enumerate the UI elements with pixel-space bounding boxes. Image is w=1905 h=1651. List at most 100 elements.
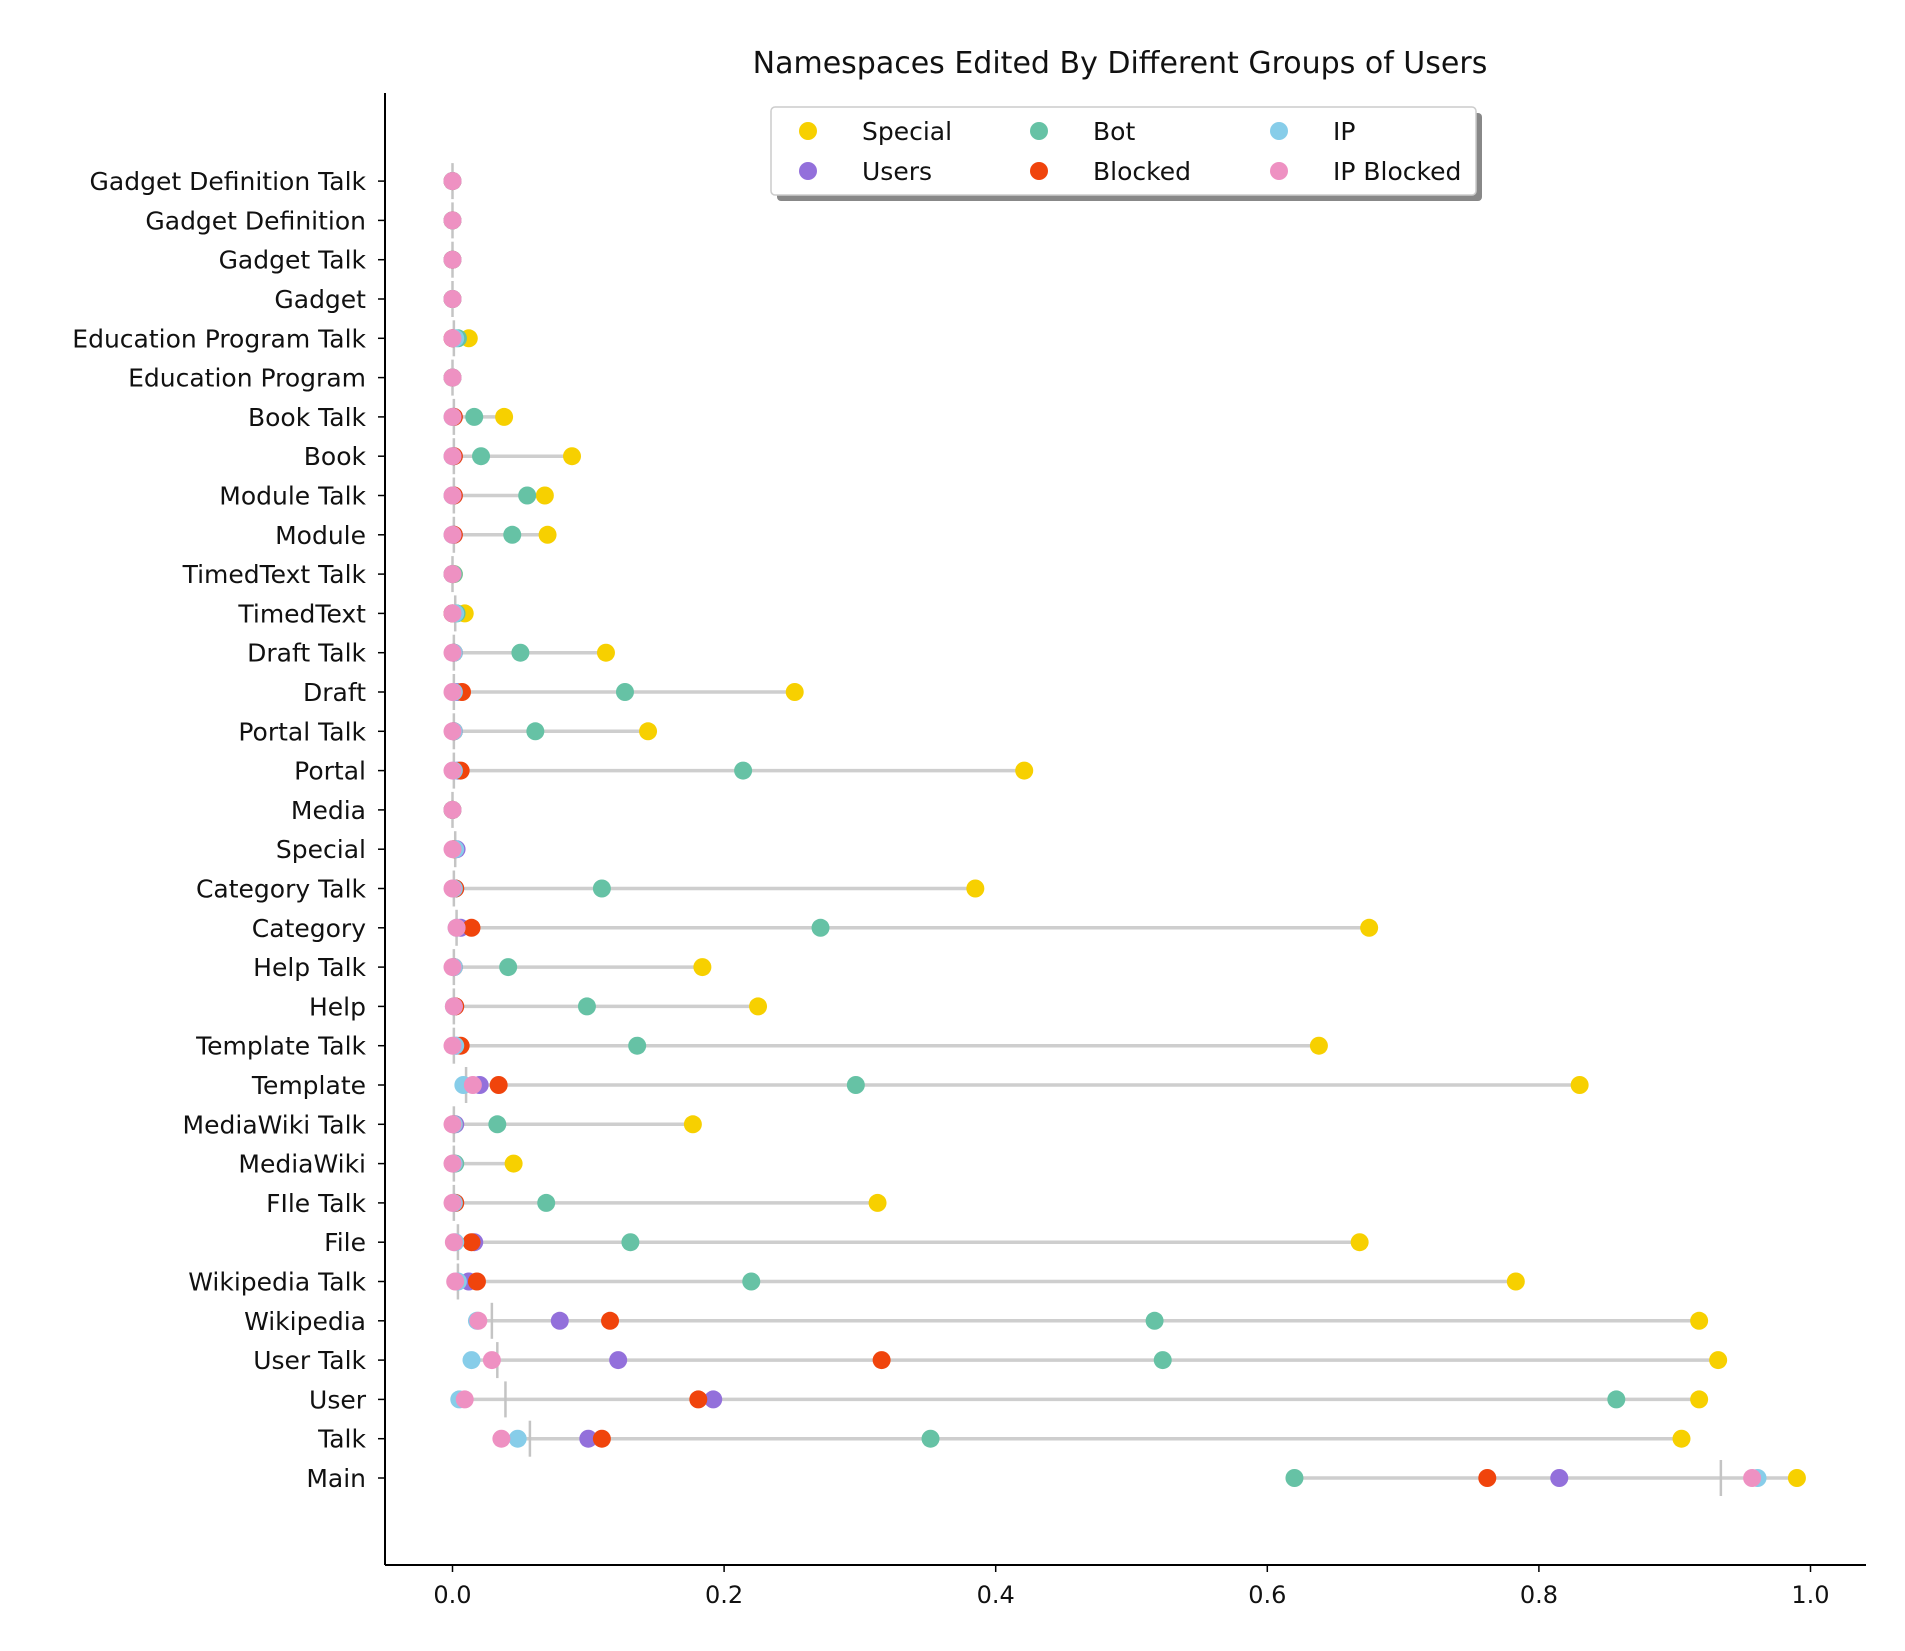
point-ip-blocked-wikipedia xyxy=(469,1311,488,1330)
y-tick-label-file: File xyxy=(324,1228,366,1257)
y-tick-label-file-talk: FIle Talk xyxy=(266,1189,366,1218)
point-ip-user-talk xyxy=(462,1351,481,1370)
point-bot-portal xyxy=(734,761,753,780)
point-bot-module-talk xyxy=(518,486,537,505)
y-tick-label-education-program: Education Program xyxy=(128,364,366,393)
point-ip-blocked-user-talk xyxy=(482,1351,501,1370)
legend-marker-special xyxy=(799,122,817,140)
point-bot-talk xyxy=(921,1429,940,1448)
point-blocked-wikipedia-talk xyxy=(467,1272,486,1291)
y-tick-label-timedtext: TimedText xyxy=(237,599,366,628)
point-ip-blocked-talk xyxy=(492,1429,511,1448)
point-ip-blocked-gadget-definition xyxy=(443,211,462,230)
point-special-portal xyxy=(1015,761,1034,780)
y-tick-label-module-talk: Module Talk xyxy=(219,482,366,511)
point-bot-wikipedia xyxy=(1145,1311,1164,1330)
point-ip-blocked-education-program xyxy=(443,368,462,387)
point-blocked-user xyxy=(689,1390,708,1409)
point-ip-blocked-wikipedia-talk xyxy=(446,1272,465,1291)
point-bot-book-talk xyxy=(465,407,484,426)
x-axis-ticks: 0.0 0.2 0.4 0.6 0.8 1.0 xyxy=(433,1565,1830,1609)
point-bot-main xyxy=(1285,1469,1304,1487)
point-blocked-file xyxy=(462,1233,481,1252)
y-tick-label-category-talk: Category Talk xyxy=(196,875,367,904)
y-tick-label-media: Media xyxy=(291,796,366,825)
point-special-portal-talk xyxy=(639,722,658,741)
point-special-template xyxy=(1570,1076,1589,1094)
y-tick-label-wikipedia-talk: Wikipedia Talk xyxy=(188,1268,366,1297)
y-tick-label-book: Book xyxy=(304,442,367,471)
y-tick-label-gadget: Gadget xyxy=(274,285,366,314)
x-tick-label-0-6: 0.6 xyxy=(1248,1581,1286,1609)
y-tick-label-category: Category xyxy=(252,914,366,943)
y-tick-label-draft: Draft xyxy=(303,678,366,707)
point-bot-help xyxy=(577,997,596,1016)
point-ip-blocked-book xyxy=(443,447,462,466)
y-tick-label-education-program-talk: Education Program Talk xyxy=(72,324,366,353)
point-special-book-talk xyxy=(495,407,514,426)
x-tick-label-0-2: 0.2 xyxy=(705,1581,743,1609)
point-bot-category xyxy=(811,918,830,937)
point-users-main xyxy=(1550,1469,1569,1487)
legend-marker-ip xyxy=(1270,122,1288,140)
point-special-help-talk xyxy=(693,958,712,977)
point-special-book xyxy=(563,447,582,466)
point-special-talk xyxy=(1672,1429,1691,1448)
point-special-wikipedia xyxy=(1690,1311,1709,1330)
point-bot-portal-talk xyxy=(526,722,545,741)
legend-label-ip: IP xyxy=(1333,117,1355,146)
y-tick-label-template: Template xyxy=(251,1071,366,1100)
point-ip-blocked-mediawiki xyxy=(443,1154,462,1173)
x-tick-label-1-0: 1.0 xyxy=(1791,1581,1829,1609)
y-tick-label-main: Main xyxy=(306,1464,366,1493)
point-special-template-talk xyxy=(1309,1036,1328,1055)
point-special-draft-talk xyxy=(596,643,615,662)
point-blocked-user-talk xyxy=(872,1351,891,1370)
point-ip-blocked-category xyxy=(447,918,466,937)
y-tick-label-gadget-talk: Gadget Talk xyxy=(219,246,367,275)
point-bot-draft-talk xyxy=(511,643,530,662)
point-bot-draft xyxy=(615,683,634,701)
point-special-draft xyxy=(785,683,804,701)
point-blocked-template xyxy=(489,1076,508,1094)
y-tick-label-portal-talk: Portal Talk xyxy=(238,717,366,746)
legend-marker-bot xyxy=(1030,122,1048,140)
point-ip-blocked-file-talk xyxy=(443,1193,462,1212)
legend-label-users: Users xyxy=(862,157,932,186)
point-ip-blocked-category-talk xyxy=(443,879,462,898)
point-ip-blocked-portal xyxy=(443,761,462,780)
point-special-module xyxy=(538,525,557,544)
y-tick-label-mediawiki: MediaWiki xyxy=(238,1150,366,1179)
point-ip-blocked-special xyxy=(443,840,462,859)
point-special-mediawiki xyxy=(504,1154,523,1173)
y-tick-label-help: Help xyxy=(309,992,366,1021)
point-special-user-talk xyxy=(1709,1351,1728,1370)
y-tick-label-mediawiki-talk: MediaWiki Talk xyxy=(183,1110,367,1139)
point-blocked-wikipedia xyxy=(601,1311,620,1330)
point-bot-file xyxy=(621,1233,640,1252)
y-tick-label-special: Special xyxy=(276,835,366,864)
point-ip-blocked-draft-talk xyxy=(443,643,462,662)
point-ip-blocked-help-talk xyxy=(443,958,462,977)
y-tick-label-timedtext-talk: TimedText Talk xyxy=(182,560,367,589)
x-tick-label-0-4: 0.4 xyxy=(977,1581,1015,1609)
point-users-user-talk xyxy=(609,1351,628,1370)
point-special-wikipedia-talk xyxy=(1506,1272,1525,1291)
point-ip-blocked-help xyxy=(444,997,463,1016)
point-special-file xyxy=(1350,1233,1369,1252)
legend-label-ip-blocked: IP Blocked xyxy=(1333,157,1461,186)
point-bot-user xyxy=(1607,1390,1626,1409)
legend: Special Users Bot Blocked IP IP Blocked xyxy=(770,106,1482,201)
point-bot-template xyxy=(846,1076,865,1094)
y-tick-label-user: User xyxy=(309,1385,367,1414)
point-ip-blocked-book-talk xyxy=(443,407,462,426)
point-special-category xyxy=(1360,918,1379,937)
point-ip-blocked-gadget-talk xyxy=(443,250,462,269)
legend-frame xyxy=(770,106,1477,196)
point-special-help xyxy=(749,997,768,1016)
point-ip-blocked-user xyxy=(455,1390,474,1409)
point-bot-book xyxy=(472,447,491,466)
y-tick-label-gadget-definition: Gadget Definition xyxy=(145,206,366,235)
point-bot-user-talk xyxy=(1153,1351,1172,1370)
